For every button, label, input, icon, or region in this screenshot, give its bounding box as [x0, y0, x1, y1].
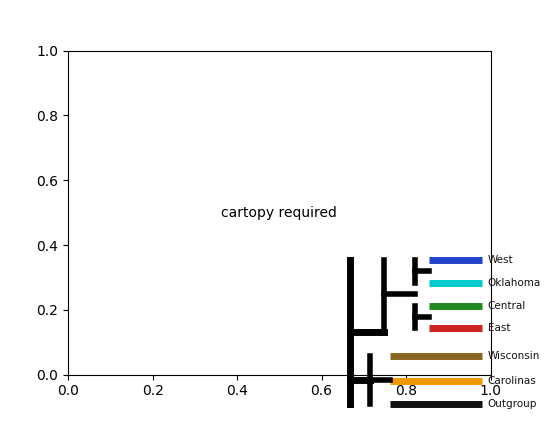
Text: Carolinas: Carolinas [488, 376, 536, 386]
Text: East: East [488, 323, 510, 333]
Text: cartopy required: cartopy required [221, 205, 337, 220]
Text: Outgroup: Outgroup [488, 399, 537, 409]
Text: Central: Central [488, 301, 526, 311]
Text: Wisconsin: Wisconsin [488, 351, 540, 361]
Text: Oklahoma: Oklahoma [488, 278, 541, 288]
Text: West: West [488, 255, 513, 265]
